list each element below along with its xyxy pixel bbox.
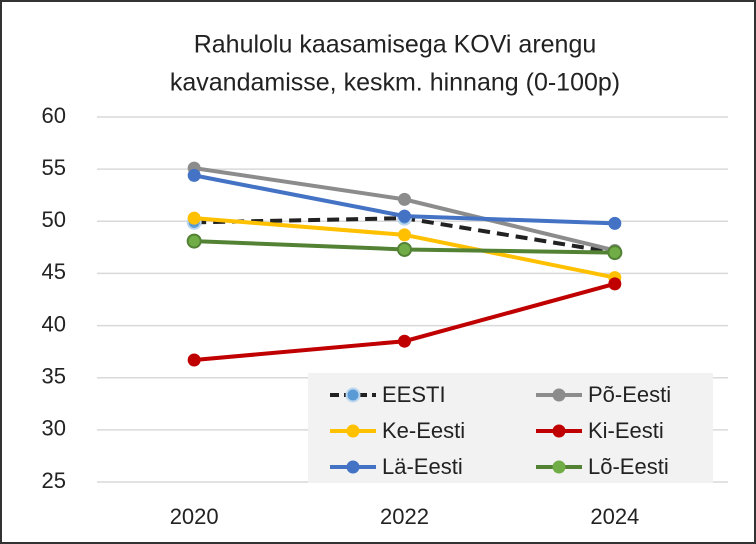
y-tick-label: 25 bbox=[42, 468, 66, 493]
y-tick-label: 35 bbox=[42, 364, 66, 389]
x-tick-label: 2022 bbox=[380, 504, 429, 529]
legend-label: Ki-Eesti bbox=[588, 418, 664, 443]
legend-marker bbox=[552, 460, 566, 474]
chart-title: kavandamisse, keskm. hinnang (0-100p) bbox=[170, 69, 620, 97]
legend-label: Lõ-Eesti bbox=[588, 454, 669, 479]
point bbox=[608, 277, 622, 291]
y-tick-label: 40 bbox=[42, 311, 66, 336]
legend-marker bbox=[552, 388, 566, 402]
y-tick-label: 55 bbox=[42, 155, 66, 180]
y-tick-label: 30 bbox=[42, 416, 66, 441]
legend-box bbox=[308, 373, 713, 483]
legend-label: Ke-Eesti bbox=[382, 418, 465, 443]
point bbox=[398, 209, 411, 223]
point bbox=[398, 228, 411, 242]
point bbox=[397, 241, 412, 257]
legend-label: Lä-Eesti bbox=[382, 454, 463, 479]
legend-marker bbox=[345, 387, 361, 403]
legend-label: Põ-Eesti bbox=[588, 382, 671, 407]
legend-marker bbox=[346, 460, 360, 474]
chart-title: Rahulolu kaasamisega KOVi arengu bbox=[194, 31, 597, 59]
point bbox=[186, 233, 202, 249]
x-tick-label: 2020 bbox=[170, 504, 219, 529]
y-tick-label: 45 bbox=[42, 259, 66, 284]
point bbox=[187, 353, 201, 367]
y-tick-label: 50 bbox=[42, 207, 66, 232]
point bbox=[608, 216, 622, 230]
point bbox=[398, 334, 411, 348]
x-tick-label: 2024 bbox=[590, 504, 639, 529]
legend: EESTI Põ-Eesti Ke-Eesti Ki-Eesti Lä-Eesti Lõ-… bbox=[308, 373, 713, 483]
legend-marker bbox=[552, 424, 566, 438]
legend-marker bbox=[346, 424, 360, 438]
point bbox=[187, 168, 201, 182]
point bbox=[187, 211, 201, 225]
point bbox=[398, 192, 411, 206]
legend-label: EESTI bbox=[382, 382, 446, 407]
point bbox=[607, 245, 623, 261]
y-tick-label: 60 bbox=[42, 103, 66, 128]
